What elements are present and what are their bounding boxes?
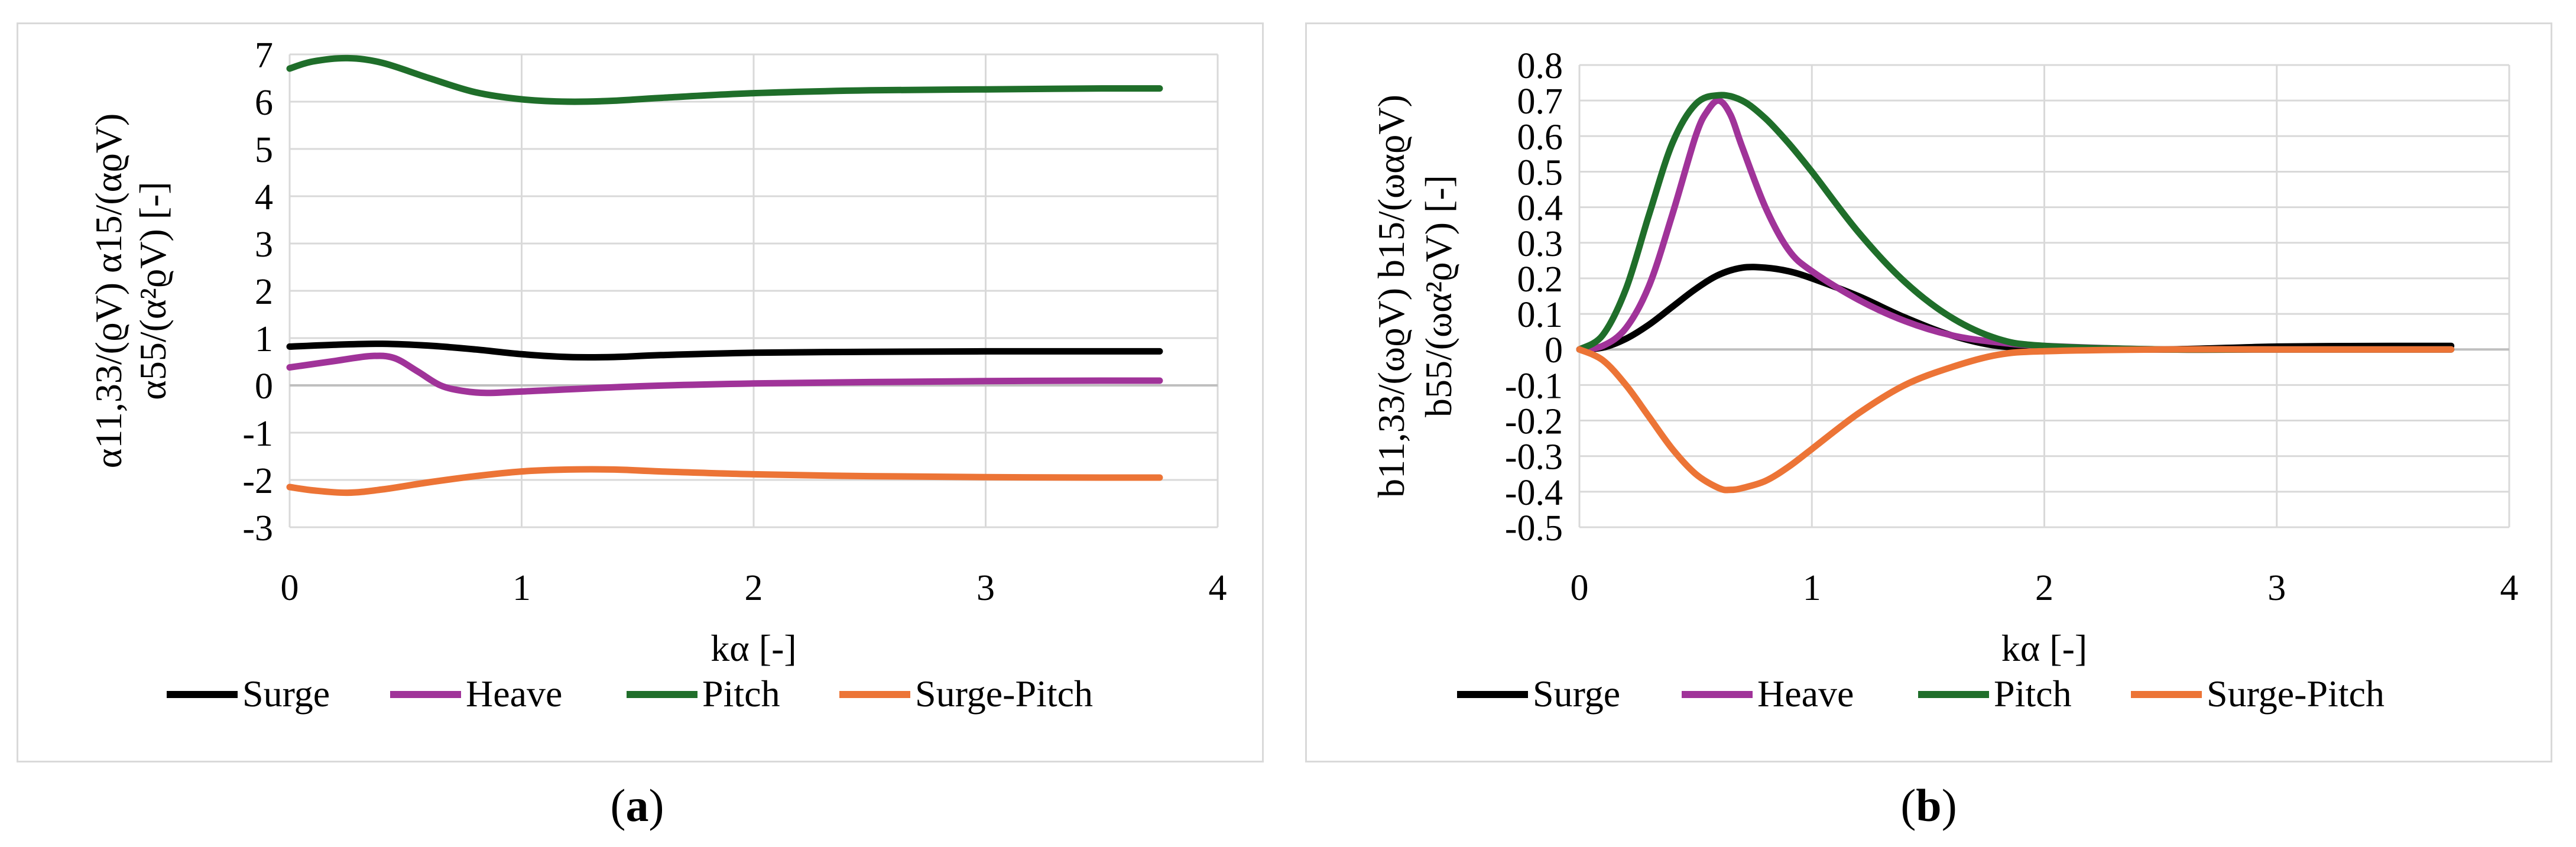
chart-a-frame xyxy=(17,22,1264,762)
chart-b-ytick-label: 0.4 xyxy=(1517,189,1563,229)
chart-b-xtick-label: 0 xyxy=(1571,568,1589,608)
chart-a-legend-label-heave: Heave xyxy=(466,673,562,715)
chart-a-xtick-label: 3 xyxy=(976,568,995,608)
chart-b-ytick-label: 0.7 xyxy=(1517,82,1563,122)
chart-b-ytick-label: 0.2 xyxy=(1517,259,1563,300)
chart-a-ytick-label: 0 xyxy=(255,366,273,407)
chart-b-ytick-label: 0.8 xyxy=(1517,46,1563,86)
chart-b-ytick-label: 0.6 xyxy=(1517,117,1563,157)
chart-a-legend-label-surge-pitch: Surge-Pitch xyxy=(915,673,1093,715)
chart-b-ytick-label: -0.2 xyxy=(1505,402,1563,442)
caption-b-letter: b xyxy=(1916,780,1942,831)
chart-a-xtick-label: 4 xyxy=(1209,568,1227,608)
chart-a-ytick-label: -2 xyxy=(242,461,273,501)
caption-a: (a) xyxy=(610,780,664,831)
chart-a-ytick-label: 4 xyxy=(255,177,273,218)
chart-b-series-heave xyxy=(1576,97,2455,353)
chart-a-series-heave xyxy=(286,352,1163,397)
chart-a-ylabel-line: α11,33/(ϱV) α15/(αϱV) xyxy=(87,113,129,469)
chart-a-xtick-label: 0 xyxy=(281,568,299,608)
chart-a-ytick-label: 7 xyxy=(255,35,273,76)
chart-a-ytick-label: 2 xyxy=(255,272,273,312)
chart-b-series-surge xyxy=(1576,264,2455,353)
chart-b-xtick-label: 4 xyxy=(2500,568,2519,608)
chart-a-ytick-label: -1 xyxy=(242,414,273,454)
chart-a-ytick-label: 3 xyxy=(255,225,273,265)
chart-a-series-surge-pitch xyxy=(286,466,1163,496)
chart-b-ylabel-line: b55/(ωα²ϱV) [-] xyxy=(1417,175,1459,417)
chart-a-series-surge xyxy=(286,340,1163,361)
chart-b-legend-label-heave: Heave xyxy=(1757,673,1854,715)
chart-a-legend-label-surge: Surge xyxy=(242,673,330,715)
chart-a-ytick-label: -3 xyxy=(242,508,273,549)
chart-a-ytick-label: 5 xyxy=(255,130,273,170)
chart-b-ytick-label: 0 xyxy=(1545,330,1563,371)
chart-b-xlabel: kα [-] xyxy=(2001,627,2087,669)
chart-b-ytick-label: -0.4 xyxy=(1505,473,1563,513)
chart-b-legend-label-surge-pitch: Surge-Pitch xyxy=(2207,673,2384,715)
chart-a-xtick-label: 2 xyxy=(745,568,763,608)
chart-b-series-surge-pitch xyxy=(1576,346,2455,494)
chart-a-ylabel-line: α55/(α²ϱV) [-] xyxy=(132,181,174,400)
chart-a-series-pitch xyxy=(286,54,1163,105)
chart-b-xtick-label: 1 xyxy=(1803,568,1821,608)
caption-b: (b) xyxy=(1900,780,1957,831)
caption-a-letter: a xyxy=(625,780,649,831)
chart-a-xtick-label: 1 xyxy=(512,568,531,608)
chart-a-xlabel: kα [-] xyxy=(710,627,796,669)
chart-b-ytick-label: 0.5 xyxy=(1517,152,1563,193)
chart-b-frame xyxy=(1305,22,2552,762)
chart-b-xtick-label: 3 xyxy=(2267,568,2286,608)
chart-b-legend-label-pitch: Pitch xyxy=(1994,673,2072,715)
chart-b-legend-label-surge: Surge xyxy=(1533,673,1620,715)
chart-b-ylabel-line: b11,33/(ωϱV) b15/(ωαϱV) xyxy=(1370,95,1412,498)
chart-b-ytick-label: -0.1 xyxy=(1505,366,1563,406)
chart-b-series-pitch xyxy=(1576,92,2455,353)
chart-b-ytick-label: -0.3 xyxy=(1505,437,1563,478)
chart-b-ytick-label: 0.1 xyxy=(1517,295,1563,335)
chart-a-ytick-label: 6 xyxy=(255,83,273,123)
chart-a-ytick-label: 1 xyxy=(255,319,273,359)
chart-a-legend-label-pitch: Pitch xyxy=(702,673,780,715)
chart-b-xtick-label: 2 xyxy=(2035,568,2053,608)
chart-b-ytick-label: -0.5 xyxy=(1505,508,1563,549)
chart-b-ytick-label: 0.3 xyxy=(1517,224,1563,264)
